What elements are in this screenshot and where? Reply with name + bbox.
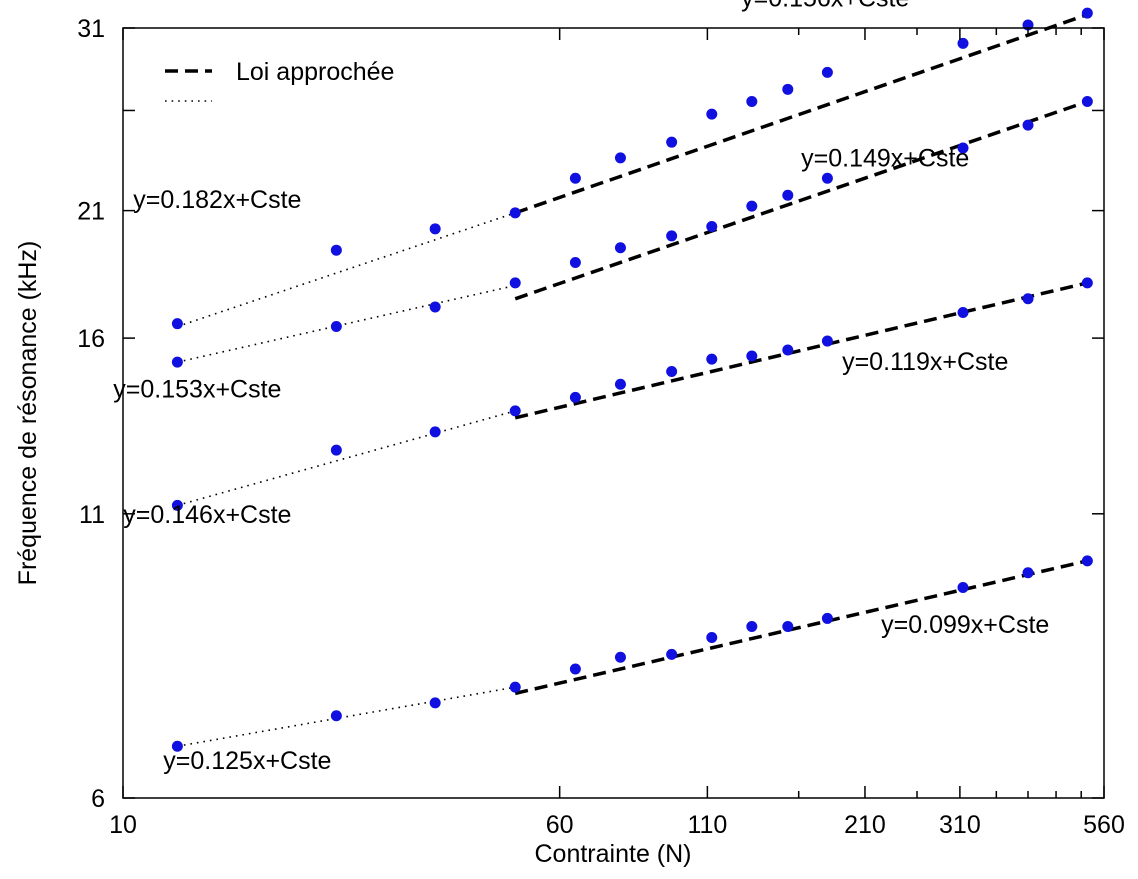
y-tick-label: 6 bbox=[91, 785, 105, 813]
data-point bbox=[614, 152, 626, 164]
fit-label-dotted: y=0.153x+Cste bbox=[113, 375, 281, 403]
data-point bbox=[706, 221, 718, 233]
data-point bbox=[614, 378, 626, 390]
data-point bbox=[509, 681, 521, 693]
fit-line-dashed bbox=[514, 99, 1088, 301]
y-tick-label: 16 bbox=[77, 325, 105, 353]
data-point bbox=[330, 710, 342, 722]
y-axis-label: Fréquence de résonance (kHz) bbox=[14, 241, 42, 586]
fit-label-dashed: y=0.149x+Cste bbox=[801, 145, 969, 173]
data-point bbox=[509, 207, 521, 219]
data-point bbox=[1081, 555, 1093, 567]
data-point bbox=[957, 142, 969, 154]
data-point bbox=[666, 648, 678, 660]
data-point bbox=[429, 223, 441, 235]
fit-labels: y=0.182x+Cste y=0.156x+Cste y=0.153x+Cste y… bbox=[113, 0, 1049, 775]
data-point bbox=[171, 318, 183, 330]
x-tick-label: 560 bbox=[1083, 811, 1125, 839]
data-point bbox=[330, 321, 342, 333]
plot-frame bbox=[122, 27, 1105, 799]
data-point bbox=[171, 499, 183, 511]
fit-lines bbox=[177, 12, 1088, 748]
data-point bbox=[666, 366, 678, 378]
fit-label-dotted: y=0.182x+Cste bbox=[133, 186, 301, 214]
data-point bbox=[614, 651, 626, 663]
data-point bbox=[957, 581, 969, 593]
fit-line-dashed bbox=[514, 281, 1088, 420]
fit-label-dashed: y=0.119x+Cste bbox=[842, 348, 1008, 376]
data-point bbox=[706, 353, 718, 365]
axes bbox=[122, 27, 1105, 799]
data-point bbox=[782, 620, 794, 632]
y-tick-label: 21 bbox=[77, 198, 105, 226]
fit-line-dotted bbox=[177, 686, 516, 748]
data-point bbox=[330, 444, 342, 456]
fit-label-dashed: y=0.099x+Cste bbox=[881, 611, 1049, 639]
fit-line-dashed bbox=[514, 12, 1088, 215]
data-point bbox=[429, 301, 441, 313]
data-point bbox=[330, 244, 342, 256]
data-point bbox=[429, 426, 441, 438]
data-point bbox=[746, 620, 758, 632]
data-points bbox=[171, 7, 1093, 752]
fit-line-dotted bbox=[177, 212, 516, 328]
data-point bbox=[1022, 293, 1034, 305]
data-point bbox=[782, 83, 794, 95]
data-point bbox=[746, 96, 758, 108]
data-point bbox=[1022, 567, 1034, 579]
data-point bbox=[171, 740, 183, 752]
data-point bbox=[706, 108, 718, 120]
data-point bbox=[957, 306, 969, 318]
data-point bbox=[746, 200, 758, 212]
data-point bbox=[666, 136, 678, 148]
fit-line-dashed bbox=[514, 559, 1088, 696]
fit-label-dashed: y=0.156x+Cste bbox=[741, 0, 909, 13]
data-point bbox=[509, 277, 521, 289]
x-tick-label: 310 bbox=[939, 811, 981, 839]
data-point bbox=[957, 37, 969, 49]
x-tick-label: 110 bbox=[687, 811, 727, 839]
x-tick-label: 10 bbox=[109, 811, 137, 839]
y-tick-label: 11 bbox=[79, 501, 105, 529]
x-axis-label: Contrainte (N) bbox=[535, 840, 692, 868]
data-point bbox=[666, 230, 678, 242]
fit-label-dotted: y=0.146x+Cste bbox=[123, 501, 291, 529]
data-point bbox=[782, 344, 794, 356]
data-point bbox=[706, 631, 718, 643]
data-point bbox=[1081, 96, 1093, 108]
data-point bbox=[821, 335, 833, 347]
data-point bbox=[1081, 277, 1093, 289]
data-point bbox=[171, 356, 183, 368]
data-point bbox=[1081, 7, 1093, 19]
fit-line-dotted bbox=[177, 284, 516, 363]
data-point bbox=[821, 612, 833, 624]
fit-label-dotted: y=0.125x+Cste bbox=[163, 747, 331, 775]
data-point bbox=[509, 405, 521, 417]
legend: Loi approchée bbox=[165, 58, 394, 102]
y-tick-label: 31 bbox=[77, 15, 105, 43]
data-point bbox=[614, 242, 626, 254]
data-point bbox=[569, 391, 581, 403]
data-point bbox=[821, 66, 833, 78]
fit-line-dotted bbox=[177, 410, 516, 507]
data-point bbox=[782, 189, 794, 201]
data-point bbox=[569, 172, 581, 184]
x-tick-label: 60 bbox=[546, 811, 574, 839]
data-point bbox=[569, 256, 581, 268]
data-point bbox=[569, 663, 581, 675]
data-point bbox=[821, 172, 833, 184]
data-point bbox=[746, 350, 758, 362]
legend-label: Loi approchée bbox=[236, 58, 394, 86]
data-point bbox=[1022, 119, 1034, 131]
x-tick-label: 210 bbox=[844, 811, 886, 839]
data-point bbox=[429, 697, 441, 709]
ticks: 10 60 110 210 310 560 6 11 16 21 31 bbox=[77, 15, 1125, 839]
